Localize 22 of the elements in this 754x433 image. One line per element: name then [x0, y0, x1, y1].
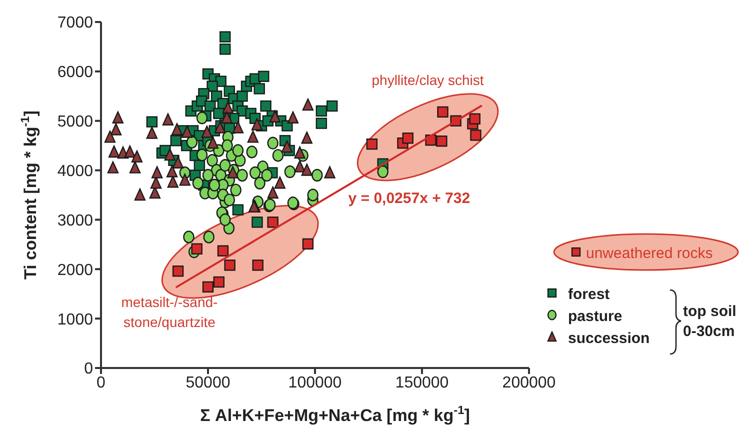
x-tick-label: 100000	[288, 374, 342, 392]
text: top soil 0-30cm	[683, 303, 736, 340]
legend-label: pasture	[568, 308, 622, 325]
legend-label: unweathered rocks	[586, 245, 713, 262]
x-tick-label: 50000	[186, 374, 230, 392]
annotation: phyllite/clay schist	[372, 72, 484, 88]
x-tick-label: 150000	[395, 374, 449, 392]
y-tick-label: 4000	[57, 162, 94, 180]
y-tick-label: 2000	[57, 262, 94, 279]
y-tick-label: 7000	[57, 14, 94, 32]
legend-label: forest	[568, 286, 610, 303]
x-tick-label: 200000	[502, 374, 556, 392]
y-tick-label: 5000	[57, 114, 94, 131]
y-tick-label: 3000	[57, 212, 94, 230]
annotation: metasilt-/-sand- stone/quartzite	[121, 294, 218, 330]
legend-label: succession	[568, 330, 650, 347]
x-axis-title: Σ Al+K+Fe+Mg+Na+Ca [mg * kg$^{-1}$]	[200, 403, 470, 425]
x-tick-label: 0	[96, 374, 106, 392]
y-tick-label: 6000	[57, 64, 94, 82]
annotation: y = 0,0257x + 732	[348, 190, 470, 207]
y-tick-label: 0	[84, 360, 94, 378]
y-tick-label: 1000	[57, 311, 94, 328]
